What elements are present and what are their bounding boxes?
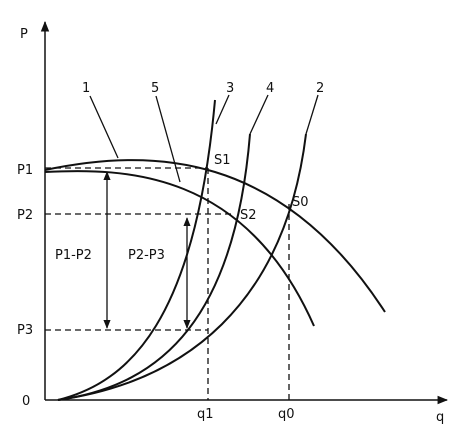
curve-5	[44, 170, 315, 327]
point-s2: S2	[240, 208, 257, 223]
label-p2-p3: P2-P3	[128, 248, 165, 263]
label-p1-p2: P1-P2	[55, 248, 92, 263]
point-s0: S0	[292, 195, 309, 210]
y-tick-p1: P1	[17, 163, 33, 178]
curve-label-2: 2	[316, 81, 324, 96]
curve-3	[57, 99, 216, 401]
y-tick-p2: P2	[17, 208, 33, 223]
curve-4	[57, 133, 251, 401]
curve-1	[44, 159, 386, 313]
curve-label-1: 1	[82, 81, 90, 96]
y-tick-p3: P3	[17, 323, 33, 338]
curve-label-5: 5	[151, 81, 159, 96]
point-s1: S1	[214, 153, 231, 168]
x-tick-q1: q1	[197, 407, 214, 422]
leader-3	[215, 94, 230, 125]
leader-1	[89, 95, 119, 159]
curve-label-4: 4	[266, 81, 274, 96]
x-tick-q0: q0	[278, 407, 295, 422]
curve-label-3: 3	[226, 81, 234, 96]
curve-2	[57, 133, 307, 401]
origin-label: 0	[22, 394, 30, 409]
x-axis-label: q	[436, 410, 444, 425]
y-axis-label: P	[20, 27, 28, 42]
leader-5	[155, 95, 181, 183]
leader-2	[305, 94, 319, 135]
leader-4	[249, 94, 269, 135]
